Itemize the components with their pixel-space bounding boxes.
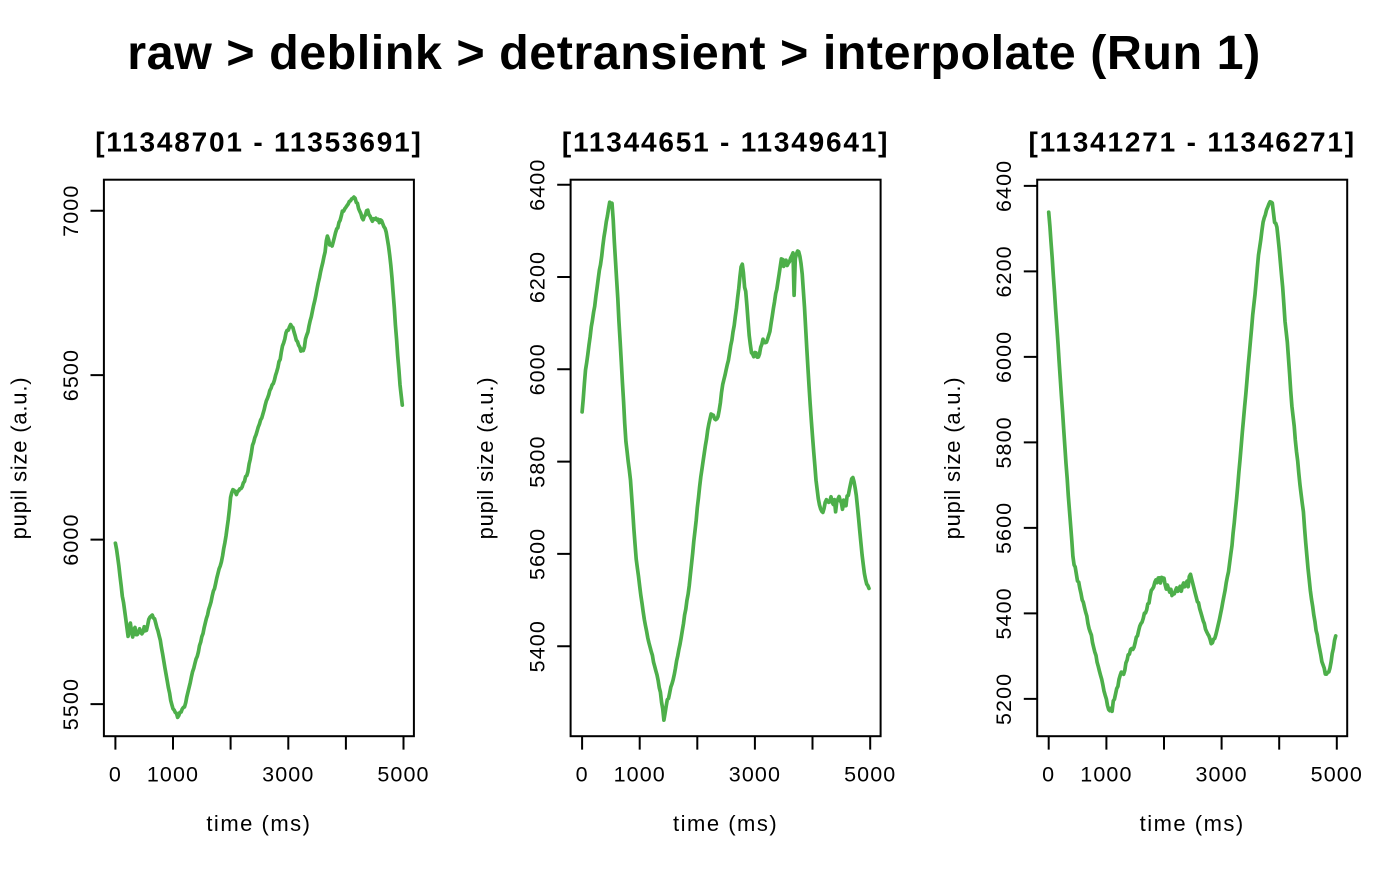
svg-text:[11344651 - 11349641]: [11344651 - 11349641] [562,127,889,158]
svg-text:6200: 6200 [992,245,1016,297]
svg-text:6000: 6000 [59,513,83,565]
svg-text:[11348701 - 11353691]: [11348701 - 11353691] [95,127,422,158]
svg-text:5600: 5600 [526,528,550,580]
svg-text:pupil size (a.u.): pupil size (a.u.) [473,377,498,540]
svg-text:3000: 3000 [1195,763,1247,787]
svg-text:0: 0 [576,763,589,787]
svg-text:time (ms): time (ms) [206,811,311,836]
svg-text:5000: 5000 [1311,763,1363,787]
svg-text:5000: 5000 [377,763,429,787]
svg-text:5400: 5400 [526,620,550,672]
svg-text:5500: 5500 [59,678,83,730]
svg-text:5800: 5800 [992,416,1016,468]
svg-text:3000: 3000 [729,763,781,787]
svg-text:1000: 1000 [614,763,666,787]
svg-text:6000: 6000 [526,343,550,395]
svg-text:0: 0 [109,763,122,787]
svg-text:7000: 7000 [59,185,83,237]
svg-text:time (ms): time (ms) [1140,811,1245,836]
svg-text:pupil size (a.u.): pupil size (a.u.) [7,377,32,540]
svg-text:raw > deblink > detransient >: raw > deblink > detransient > interpolat… [127,26,1261,80]
svg-text:1000: 1000 [1080,763,1132,787]
svg-text:[11341271 - 11346271]: [11341271 - 11346271] [1028,127,1355,158]
svg-text:5400: 5400 [992,587,1016,639]
svg-text:5800: 5800 [526,435,550,487]
svg-text:3000: 3000 [262,763,314,787]
svg-text:1000: 1000 [147,763,199,787]
svg-text:6000: 6000 [992,331,1016,383]
svg-text:6400: 6400 [526,159,550,211]
svg-text:6200: 6200 [526,251,550,303]
svg-text:pupil size (a.u.): pupil size (a.u.) [940,377,965,540]
svg-text:time (ms): time (ms) [673,811,778,836]
svg-text:6500: 6500 [59,349,83,401]
svg-text:5000: 5000 [844,763,896,787]
svg-text:6400: 6400 [992,160,1016,212]
svg-text:5200: 5200 [992,673,1016,725]
svg-text:5600: 5600 [992,502,1016,554]
svg-text:0: 0 [1042,763,1055,787]
